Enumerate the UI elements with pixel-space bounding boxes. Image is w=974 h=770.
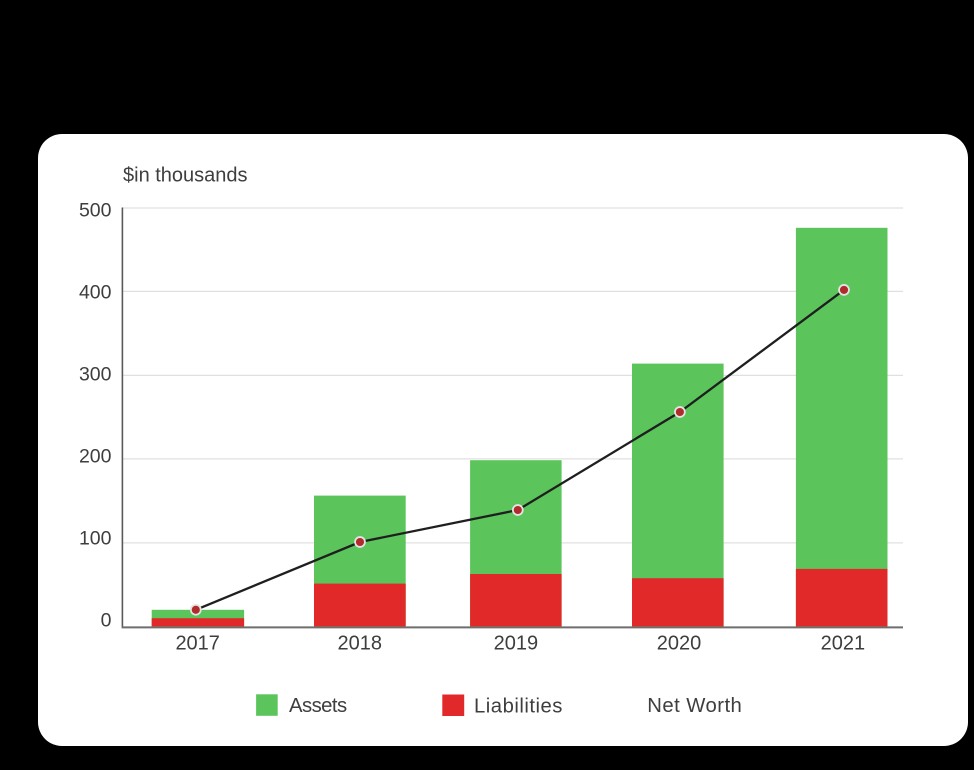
svg-text:Assets: Assets (289, 695, 347, 717)
svg-text:2018: 2018 (338, 633, 383, 655)
svg-text:0: 0 (101, 609, 112, 631)
svg-text:2017: 2017 (175, 633, 220, 655)
svg-text:400: 400 (79, 281, 112, 303)
svg-text:100: 100 (79, 527, 112, 549)
svg-text:Net Worth: Net Worth (647, 695, 742, 717)
svg-text:500: 500 (79, 199, 112, 221)
svg-text:2021: 2021 (821, 633, 866, 655)
svg-text:Liabilities: Liabilities (474, 696, 563, 718)
svg-text:300: 300 (79, 363, 112, 385)
svg-text:2020: 2020 (657, 633, 702, 655)
svg-text:$in thousands: $in thousands (123, 165, 248, 187)
svg-text:200: 200 (79, 445, 112, 467)
svg-text:2019: 2019 (494, 633, 539, 655)
